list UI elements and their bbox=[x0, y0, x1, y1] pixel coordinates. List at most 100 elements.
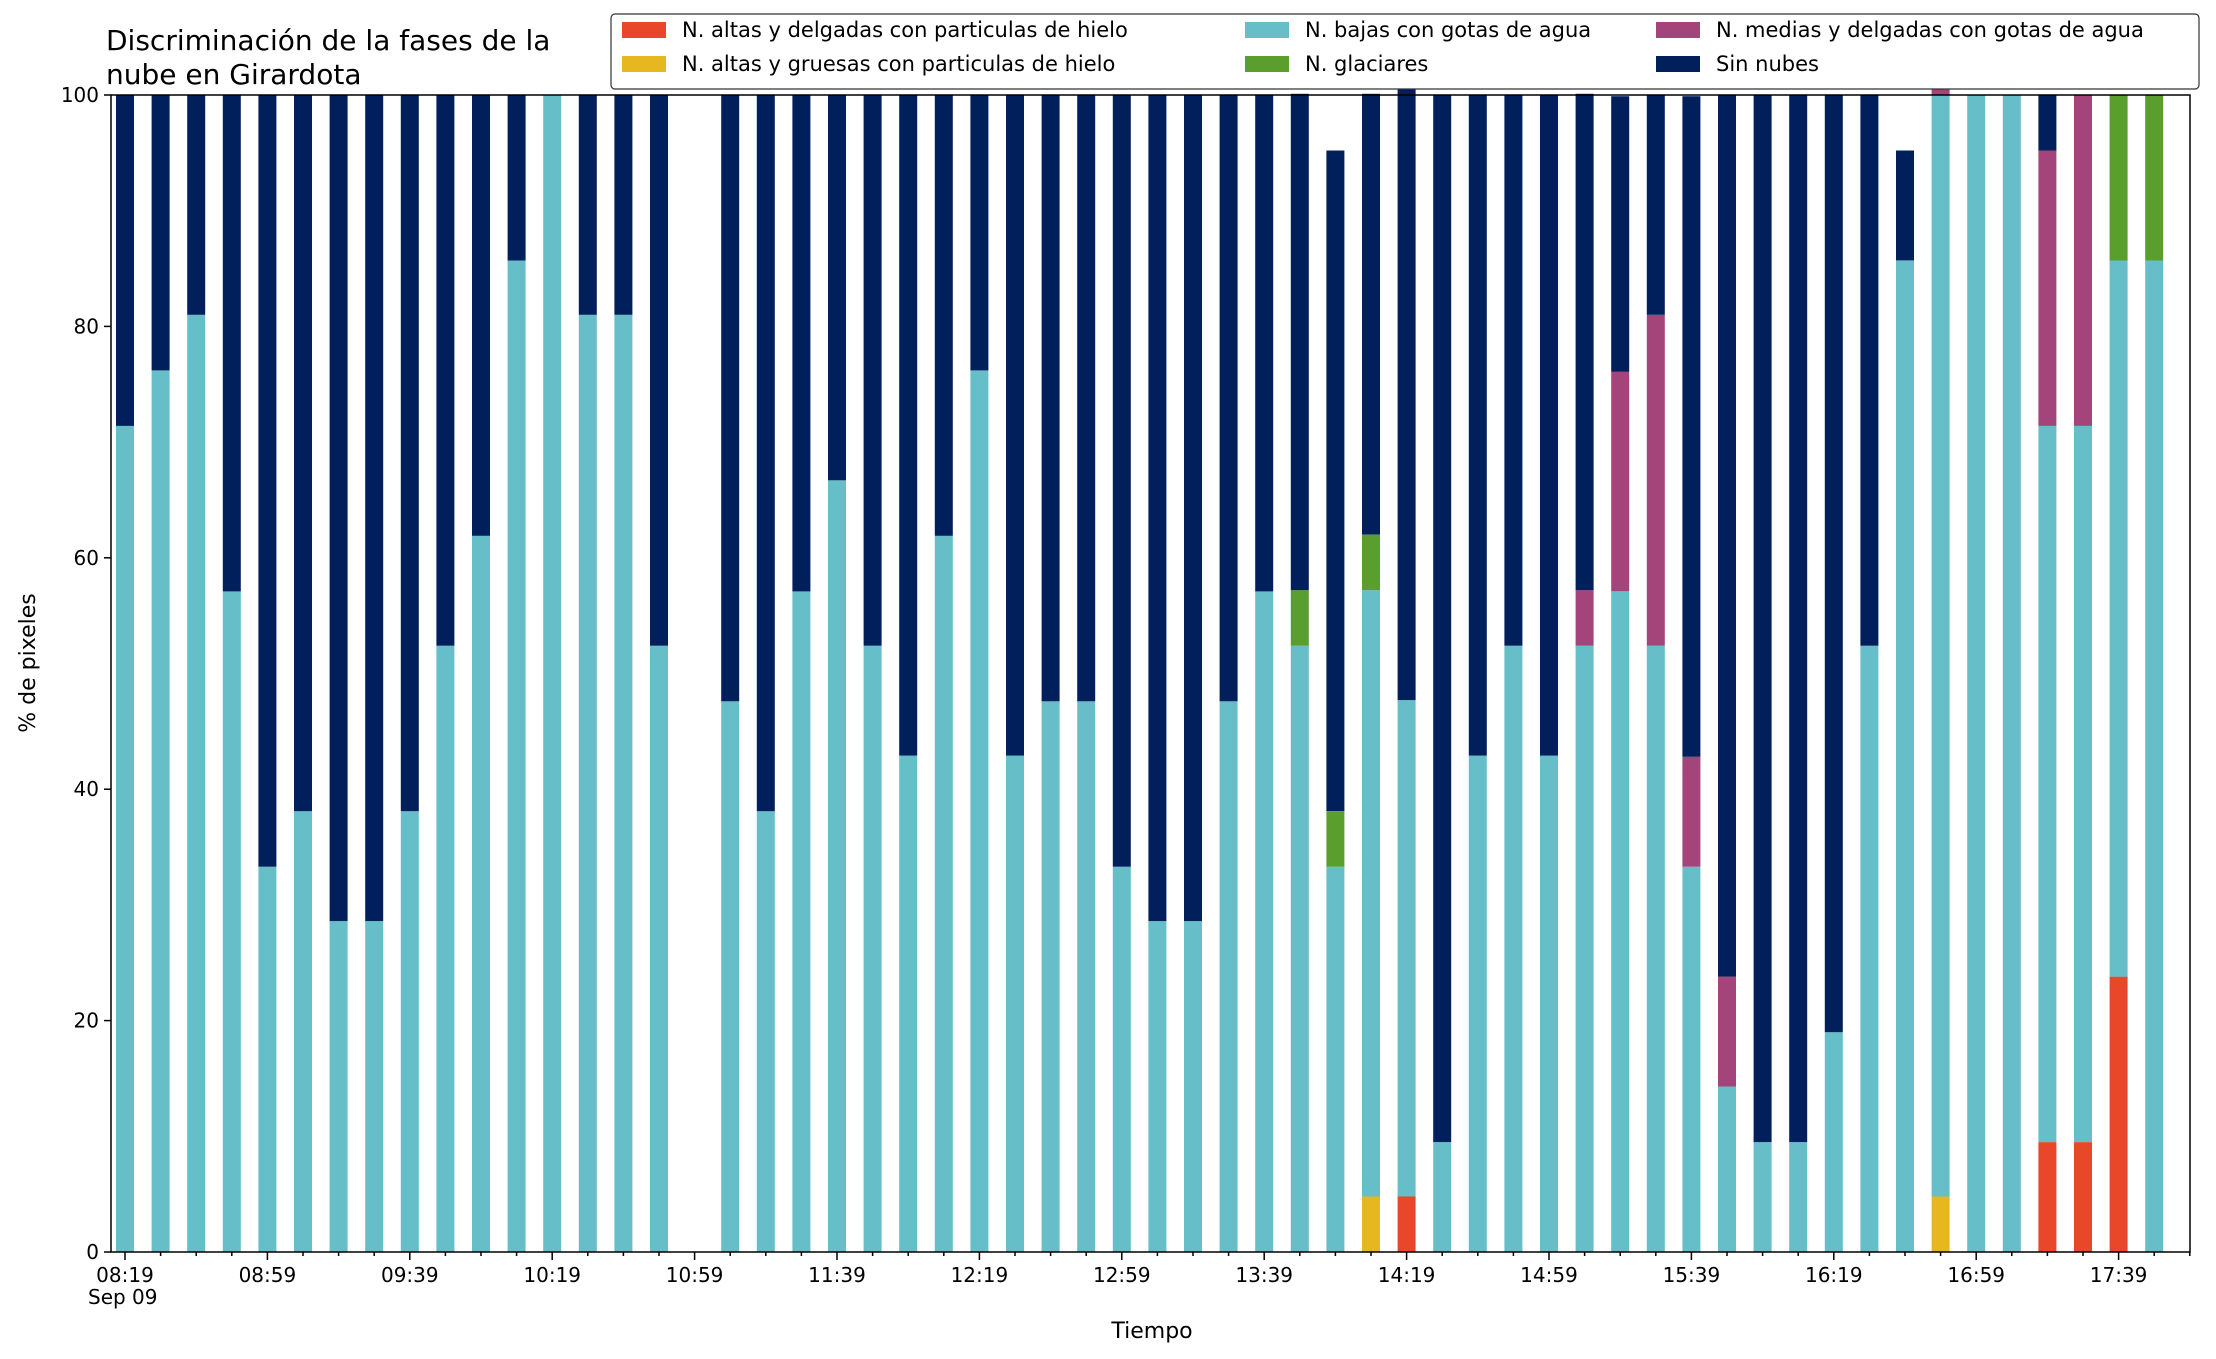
bar-segment bbox=[1184, 921, 1202, 1252]
bar-segment bbox=[400, 95, 419, 812]
legend-label: N. medias y delgadas con gotas de agua bbox=[1716, 18, 2144, 42]
bar-segment bbox=[2074, 425, 2092, 1143]
bar-segment bbox=[1468, 755, 1487, 1252]
bar-segment bbox=[329, 921, 348, 1252]
bar-segment bbox=[899, 755, 918, 1252]
bar-segment bbox=[1718, 976, 1736, 1087]
x-tick-label: 12:59 bbox=[1093, 1263, 1151, 1287]
bar-segment bbox=[1148, 921, 1167, 1252]
bar-segment bbox=[1718, 1086, 1736, 1252]
bar-segment bbox=[1504, 95, 1523, 646]
bar-segment bbox=[294, 95, 312, 812]
x-tick-label: 10:59 bbox=[666, 1263, 724, 1287]
bar-segment bbox=[2038, 1142, 2057, 1252]
bar-segment bbox=[1753, 95, 1772, 1143]
bar-segment bbox=[1504, 645, 1523, 1252]
bar-segment bbox=[1290, 645, 1309, 1252]
legend-swatch bbox=[622, 22, 666, 38]
bar-segment bbox=[365, 921, 384, 1252]
bar-segment bbox=[1006, 755, 1024, 1252]
bar-segment bbox=[1575, 590, 1594, 646]
bar-segment bbox=[1682, 866, 1701, 1252]
bar-segment bbox=[1682, 756, 1701, 867]
bar-segment bbox=[1362, 93, 1380, 535]
x-tick-label: 16:19 bbox=[1805, 1263, 1863, 1287]
bar-segment bbox=[970, 370, 989, 1252]
bar-segment bbox=[472, 95, 490, 536]
bar-segment bbox=[116, 95, 134, 426]
bar-segment bbox=[650, 645, 668, 1252]
bar-segment bbox=[1397, 700, 1416, 1197]
bar-segment bbox=[1824, 1032, 1843, 1252]
bar-segment bbox=[1077, 701, 1096, 1252]
bar-segment bbox=[1433, 95, 1452, 1143]
bar-segment bbox=[1290, 590, 1309, 646]
bar-segment bbox=[472, 535, 490, 1252]
bar-segment bbox=[934, 535, 953, 1252]
bar-segment bbox=[899, 95, 918, 756]
bar-segment bbox=[1611, 96, 1630, 372]
chart-title-line-2: nube en Girardota bbox=[106, 58, 361, 91]
bar-segment bbox=[258, 866, 277, 1252]
bar-segment bbox=[1860, 645, 1879, 1252]
x-tick-label: 14:59 bbox=[1520, 1263, 1578, 1287]
bar-segment bbox=[828, 95, 846, 481]
bar-segment bbox=[614, 314, 633, 1252]
y-tick-label: 20 bbox=[74, 1009, 99, 1033]
bar-segment bbox=[2038, 95, 2057, 151]
bar-segment bbox=[1362, 590, 1380, 1197]
bar-segment bbox=[1326, 150, 1345, 812]
bar-segment bbox=[365, 95, 384, 922]
bar-segment bbox=[1077, 95, 1096, 702]
y-tick-label: 100 bbox=[61, 83, 99, 107]
bar-segment bbox=[507, 260, 526, 1252]
legend-label: N. altas y delgadas con particulas de hi… bbox=[682, 18, 1128, 42]
y-axis-label: % de pixeles bbox=[16, 593, 41, 732]
bar-segment bbox=[2109, 260, 2128, 977]
bar-segment bbox=[543, 95, 562, 1252]
legend-swatch bbox=[1245, 22, 1289, 38]
y-tick-label: 60 bbox=[74, 546, 99, 570]
bar-segment bbox=[187, 95, 206, 315]
legend-label: Sin nubes bbox=[1716, 52, 1819, 76]
x-tick-label: 09:39 bbox=[381, 1263, 439, 1287]
bar-segment bbox=[1219, 95, 1238, 702]
bar-segment bbox=[614, 95, 633, 315]
x-tick-label: 08:19 bbox=[96, 1263, 154, 1287]
bar-segment bbox=[1575, 645, 1594, 1252]
bar-segment bbox=[1575, 93, 1594, 591]
legend-swatch bbox=[622, 56, 666, 72]
bar-segment bbox=[756, 95, 775, 812]
legend: N. altas y delgadas con particulas de hi… bbox=[610, 13, 2200, 90]
bar-segment bbox=[2145, 260, 2164, 1252]
bar-segment bbox=[2109, 95, 2128, 261]
x-tick-label: 11:39 bbox=[808, 1263, 866, 1287]
bar-segment bbox=[756, 811, 775, 1252]
bar-segment bbox=[1362, 534, 1380, 591]
x-tick-label: 08:59 bbox=[239, 1263, 297, 1287]
bar-segment bbox=[294, 811, 312, 1252]
bar-segment bbox=[1753, 1142, 1772, 1252]
legend-label: N. altas y gruesas con particulas de hie… bbox=[682, 52, 1115, 76]
bar-segment bbox=[1397, 39, 1416, 701]
bar-segment bbox=[863, 95, 882, 646]
bar-segment bbox=[1255, 591, 1274, 1252]
bar-segment bbox=[1611, 371, 1630, 592]
bar-segment bbox=[934, 95, 953, 536]
legend-swatch bbox=[1245, 56, 1289, 72]
x-tick-label: 15:39 bbox=[1663, 1263, 1721, 1287]
bar-segment bbox=[1112, 866, 1131, 1252]
bar-segment bbox=[1041, 95, 1060, 702]
axes-layer: 0 20 40 60 80 100 08:19 08:59 09:39 10:19 10:59 11:… bbox=[61, 83, 2191, 1287]
bar-segment bbox=[1326, 811, 1345, 867]
y-tick-label: 80 bbox=[74, 314, 99, 338]
bar-segment bbox=[1860, 95, 1879, 646]
chart-title-line-1: Discriminación de la fases de la bbox=[106, 24, 550, 57]
bar-segment bbox=[1967, 95, 1986, 1252]
legend-label: N. bajas con gotas de agua bbox=[1305, 18, 1591, 42]
bar-segment bbox=[2074, 95, 2092, 426]
bar-segment bbox=[1789, 95, 1808, 1143]
bar-segment bbox=[1362, 1196, 1380, 1252]
